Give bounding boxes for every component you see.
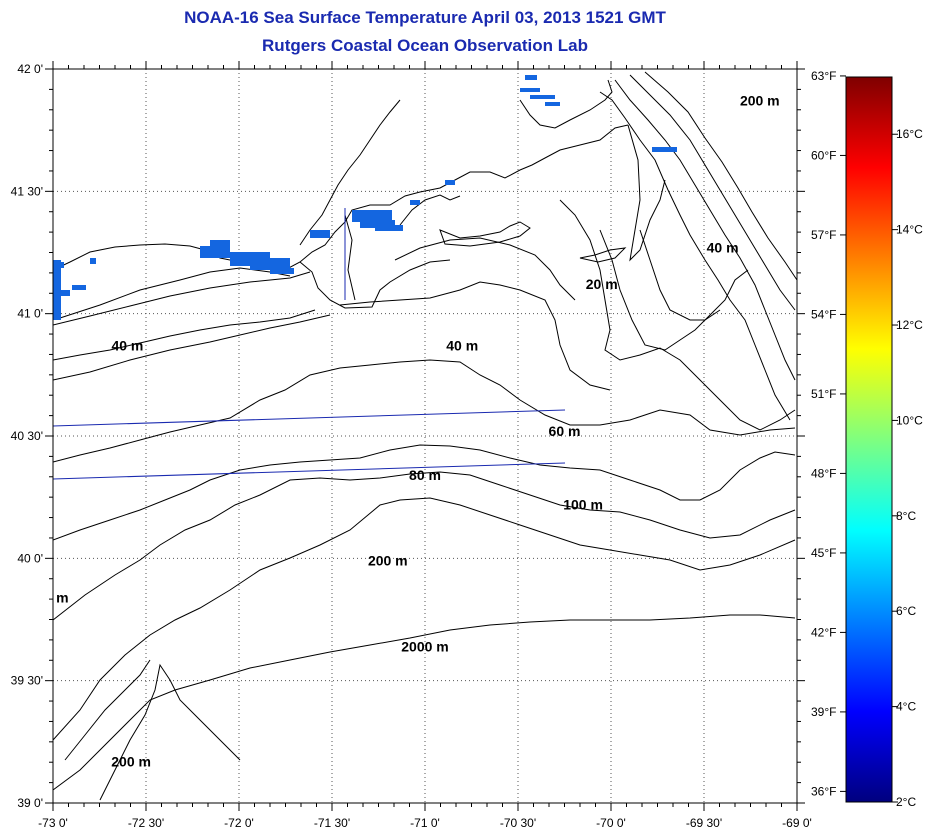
contour-40m-long bbox=[53, 309, 316, 361]
block-island-sound-coast bbox=[299, 259, 451, 309]
contour-label: 60 m bbox=[549, 423, 581, 439]
narragansett bbox=[344, 214, 356, 301]
lon-tick-label: -73 0' bbox=[38, 816, 68, 830]
lat-tick-label: 40 30' bbox=[11, 429, 43, 443]
lon-tick-label: -72 30' bbox=[128, 816, 164, 830]
lon-tick-label: -70 30' bbox=[500, 816, 536, 830]
martha-vineyard bbox=[439, 221, 531, 247]
contour-100m bbox=[53, 471, 796, 621]
colorbar-ticks bbox=[892, 133, 898, 803]
buzzards-bay bbox=[399, 194, 461, 226]
lat-tick-label: 39 30' bbox=[11, 674, 43, 688]
map-title: NOAA-16 Sea Surface Temperature April 03… bbox=[184, 8, 666, 27]
fahrenheit-tick-label: 63°F bbox=[811, 69, 836, 83]
shoal-contour-1 bbox=[599, 229, 749, 351]
contour-2000m bbox=[53, 614, 796, 791]
cape-cod-east-shoals bbox=[559, 199, 796, 431]
contour-label: 20 m bbox=[586, 276, 618, 292]
nantucket bbox=[579, 247, 627, 263]
fahrenheit-labels: 63°F 60°F 57°F 54°F 51°F 48°F 45°F 42°F 39°F 36°F bbox=[811, 69, 846, 798]
colorbar bbox=[845, 76, 893, 803]
axis-ticks bbox=[45, 61, 805, 811]
map-layers: 200 m 40 m 20 m 40 m 40 m 60 m 80 m 100 m 200 m 2… bbox=[53, 71, 797, 801]
lat-tick-label: 41 30' bbox=[11, 184, 43, 198]
fahrenheit-tick-label: 54°F bbox=[811, 307, 836, 321]
celsius-tick-label: 4°C bbox=[896, 700, 916, 714]
satellite-track-lines bbox=[53, 208, 566, 480]
contour-200m-sw bbox=[99, 663, 241, 801]
georges-contour-b bbox=[629, 74, 796, 311]
contour-label: 2000 m bbox=[401, 638, 448, 654]
contour-label: m bbox=[56, 589, 68, 605]
contour-labels: 200 m 40 m 20 m 40 m 40 m 60 m 80 m 100 m 200 m 2… bbox=[56, 93, 780, 770]
georges-contour-a bbox=[614, 79, 796, 381]
long-island-fork bbox=[59, 267, 291, 319]
celsius-tick-label: 6°C bbox=[896, 604, 916, 618]
contour-40m-north bbox=[339, 281, 611, 391]
contour-sw-inner bbox=[64, 659, 151, 761]
colorbar-labels: 16°C 14°C 12°C 10°C 8°C 6°C 4°C 2°C bbox=[896, 127, 923, 809]
cape-cod bbox=[627, 124, 666, 262]
longitude-labels: -73 0' -72 30' -72 0' -71 30' -71 0' -70 30' -… bbox=[38, 816, 812, 830]
contour-40m-west bbox=[53, 314, 331, 381]
contour-60m bbox=[53, 359, 796, 463]
lon-tick-label: -70 0' bbox=[596, 816, 626, 830]
contour-label: 200 m bbox=[111, 753, 151, 769]
contour-label: 40 m bbox=[111, 337, 143, 353]
celsius-tick-label: 12°C bbox=[896, 318, 923, 332]
long-island-south-shore bbox=[53, 271, 311, 326]
lon-tick-label: -69 30' bbox=[686, 816, 722, 830]
lat-tick-label: 42 0' bbox=[17, 62, 43, 76]
contour-200m bbox=[53, 497, 796, 741]
contour-label: 40 m bbox=[446, 337, 478, 353]
fahrenheit-tick-label: 57°F bbox=[811, 228, 836, 242]
fahrenheit-tick-label: 39°F bbox=[811, 705, 836, 719]
georges-contour-c bbox=[644, 71, 797, 281]
lat-tick-label: 40 0' bbox=[17, 551, 43, 565]
fahrenheit-tick-label: 60°F bbox=[811, 148, 836, 162]
long-island-coast bbox=[53, 124, 629, 271]
lon-tick-label: -72 0' bbox=[224, 816, 254, 830]
celsius-tick-label: 10°C bbox=[896, 413, 923, 427]
lat-tick-label: 41 0' bbox=[17, 307, 43, 321]
contour-20m bbox=[394, 237, 576, 301]
contour-label: 80 m bbox=[409, 467, 441, 483]
stellwagen bbox=[599, 91, 791, 421]
contour-label: 40 m bbox=[707, 240, 739, 256]
celsius-tick-label: 14°C bbox=[896, 223, 923, 237]
fahrenheit-tick-label: 42°F bbox=[811, 625, 836, 639]
map-subtitle: Rutgers Coastal Ocean Observation Lab bbox=[262, 36, 588, 55]
contour-label: 100 m bbox=[563, 496, 603, 512]
contour-label: 200 m bbox=[368, 553, 408, 569]
graticule-grid bbox=[53, 69, 797, 803]
lon-tick-label: -71 0' bbox=[410, 816, 440, 830]
contour-80m bbox=[53, 444, 796, 541]
fahrenheit-tick-label: 48°F bbox=[811, 466, 836, 480]
celsius-tick-label: 2°C bbox=[896, 795, 916, 809]
celsius-tick-label: 8°C bbox=[896, 509, 916, 523]
latitude-labels: 42 0' 41 30' 41 0' 40 30' 40 0' 39 30' 39 0' bbox=[11, 62, 43, 810]
lon-tick-label: -69 0' bbox=[782, 816, 812, 830]
contour-label: 200 m bbox=[740, 93, 780, 109]
track-line-2 bbox=[53, 462, 566, 480]
track-line-1 bbox=[53, 409, 566, 427]
fahrenheit-tick-label: 36°F bbox=[811, 784, 836, 798]
north-coast-rhode-island bbox=[299, 99, 401, 246]
inner-contour-north bbox=[519, 79, 613, 129]
coastline bbox=[53, 71, 797, 431]
celsius-tick-label: 16°C bbox=[896, 127, 923, 141]
bathymetry-contours bbox=[53, 237, 796, 801]
lon-tick-label: -71 30' bbox=[314, 816, 350, 830]
fahrenheit-tick-label: 51°F bbox=[811, 387, 836, 401]
fahrenheit-tick-label: 45°F bbox=[811, 546, 836, 560]
shoal-contour-2 bbox=[639, 229, 721, 321]
sst-pixels bbox=[53, 75, 677, 320]
lat-tick-label: 39 0' bbox=[17, 796, 43, 810]
